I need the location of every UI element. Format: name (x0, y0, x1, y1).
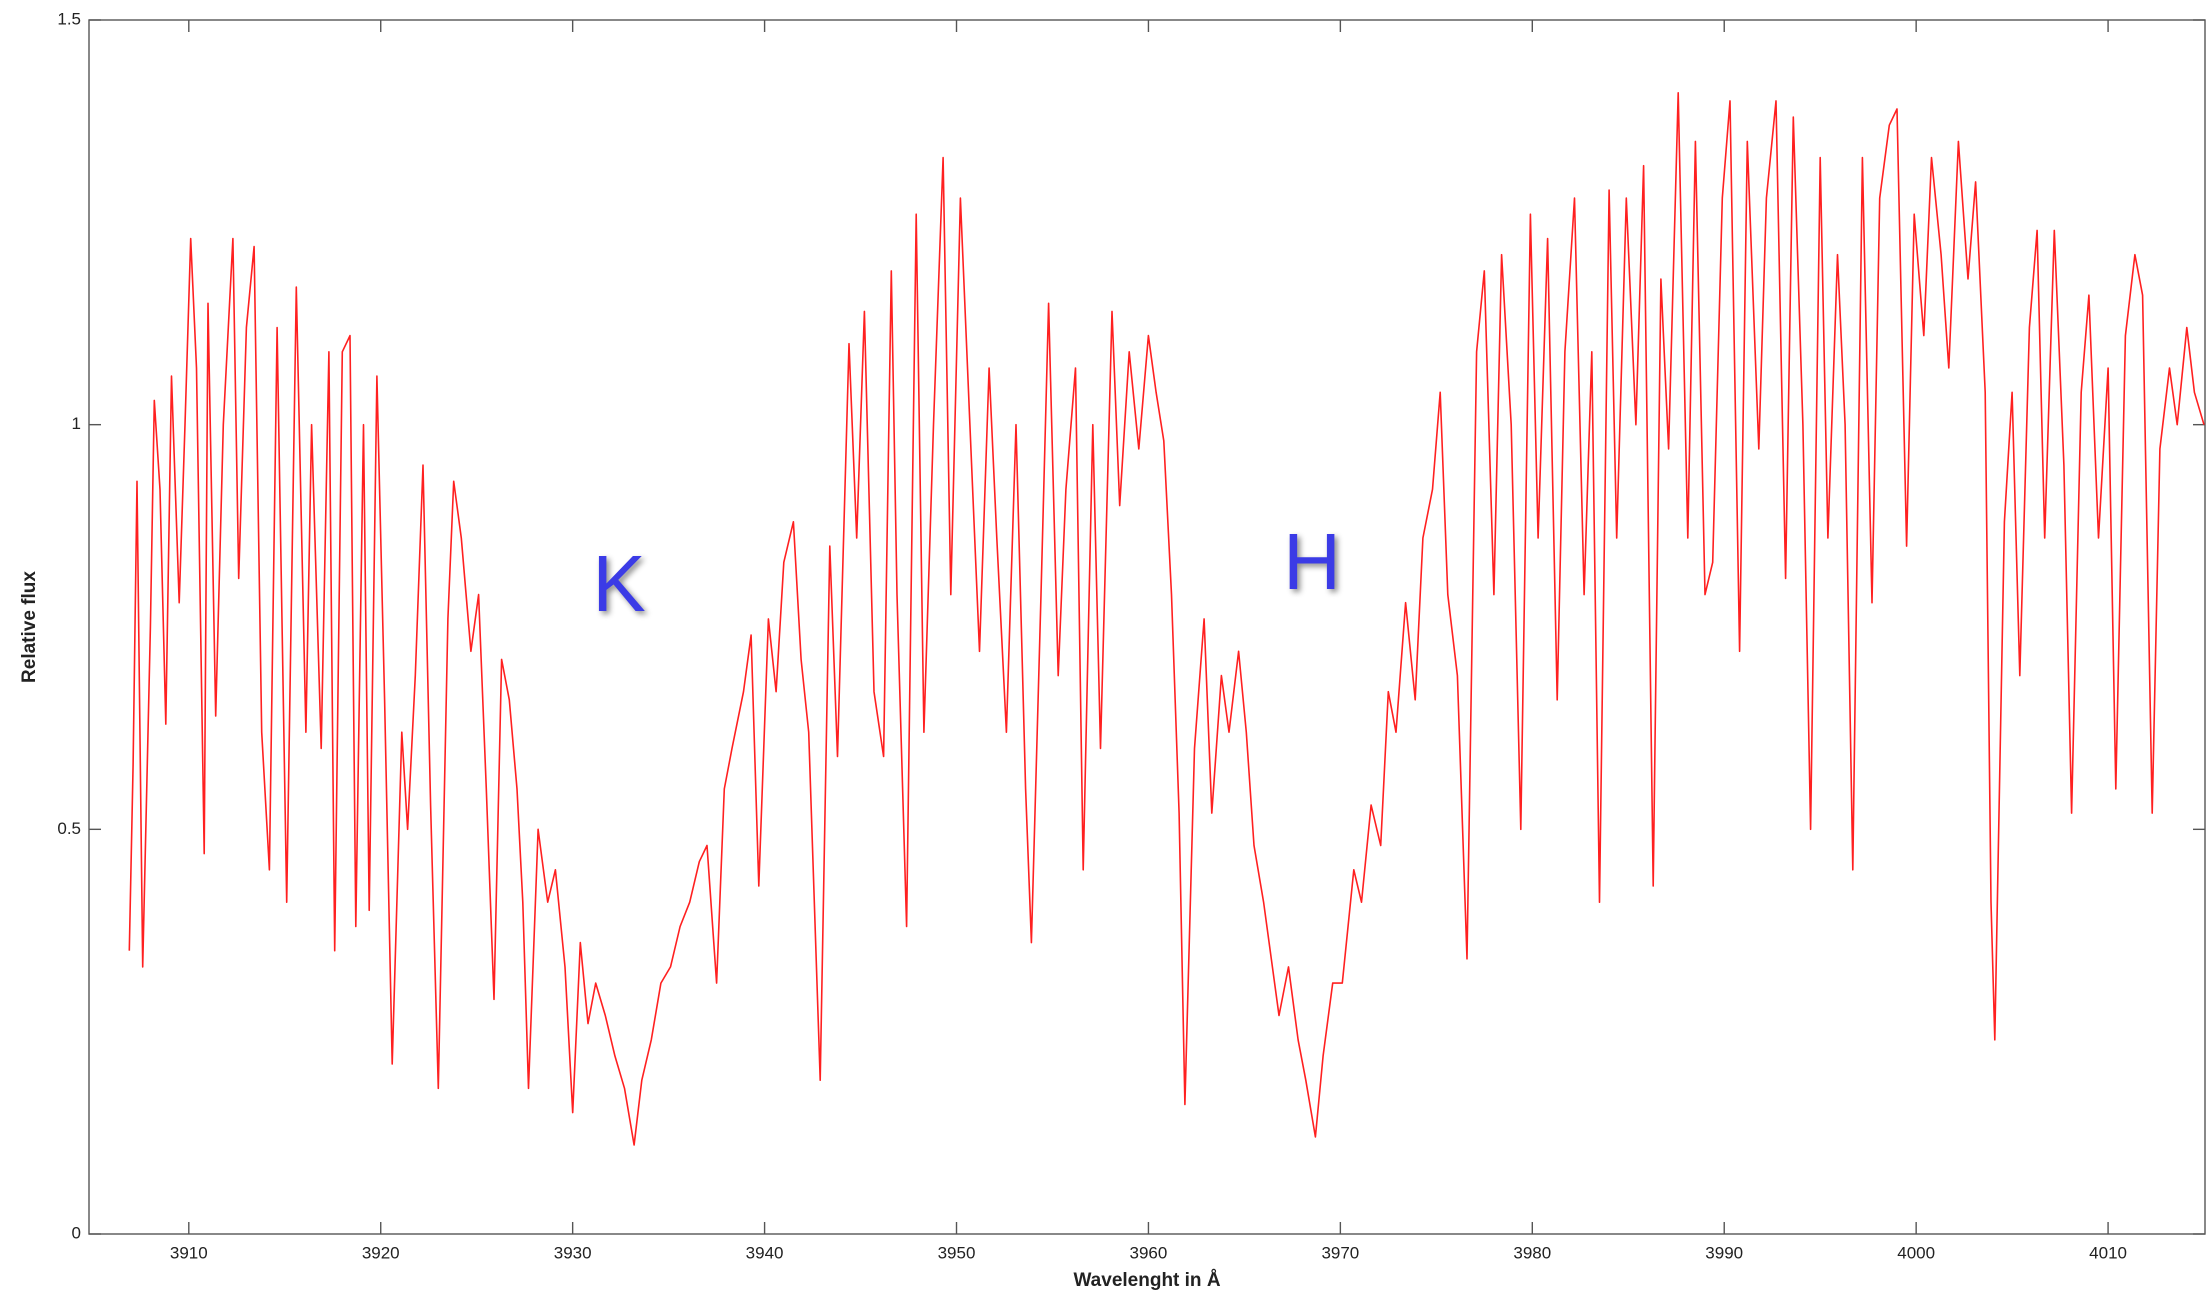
x-tick-label: 3920 (362, 1243, 400, 1262)
y-tick-label: 1 (72, 414, 81, 433)
spectrum-line (128, 92, 2205, 1146)
line-annotation: H (1283, 517, 1341, 606)
x-axis-title: Wavelenght in Å (1073, 1270, 1220, 1291)
plot-frame (88, 19, 2206, 1235)
y-axis-title: Relative flux (19, 571, 40, 683)
x-tick-label: 3980 (1513, 1243, 1551, 1262)
x-tick-label: 3910 (170, 1243, 208, 1262)
x-tick-label: 3950 (938, 1243, 976, 1262)
y-tick-label: 0.5 (57, 819, 81, 838)
y-tick-label: 1.5 (57, 9, 81, 28)
x-tick-label: 3930 (554, 1243, 592, 1262)
line-annotation: K (592, 539, 645, 628)
x-tick-label: 3960 (1130, 1243, 1168, 1262)
x-tick-label: 4010 (2089, 1243, 2127, 1262)
x-tick-label: 4000 (1897, 1243, 1935, 1262)
x-tick-label: 3970 (1321, 1243, 1359, 1262)
x-tick-label: 3940 (746, 1243, 784, 1262)
x-tick-label: 3990 (1705, 1243, 1743, 1262)
y-tick-label: 0 (72, 1223, 81, 1242)
